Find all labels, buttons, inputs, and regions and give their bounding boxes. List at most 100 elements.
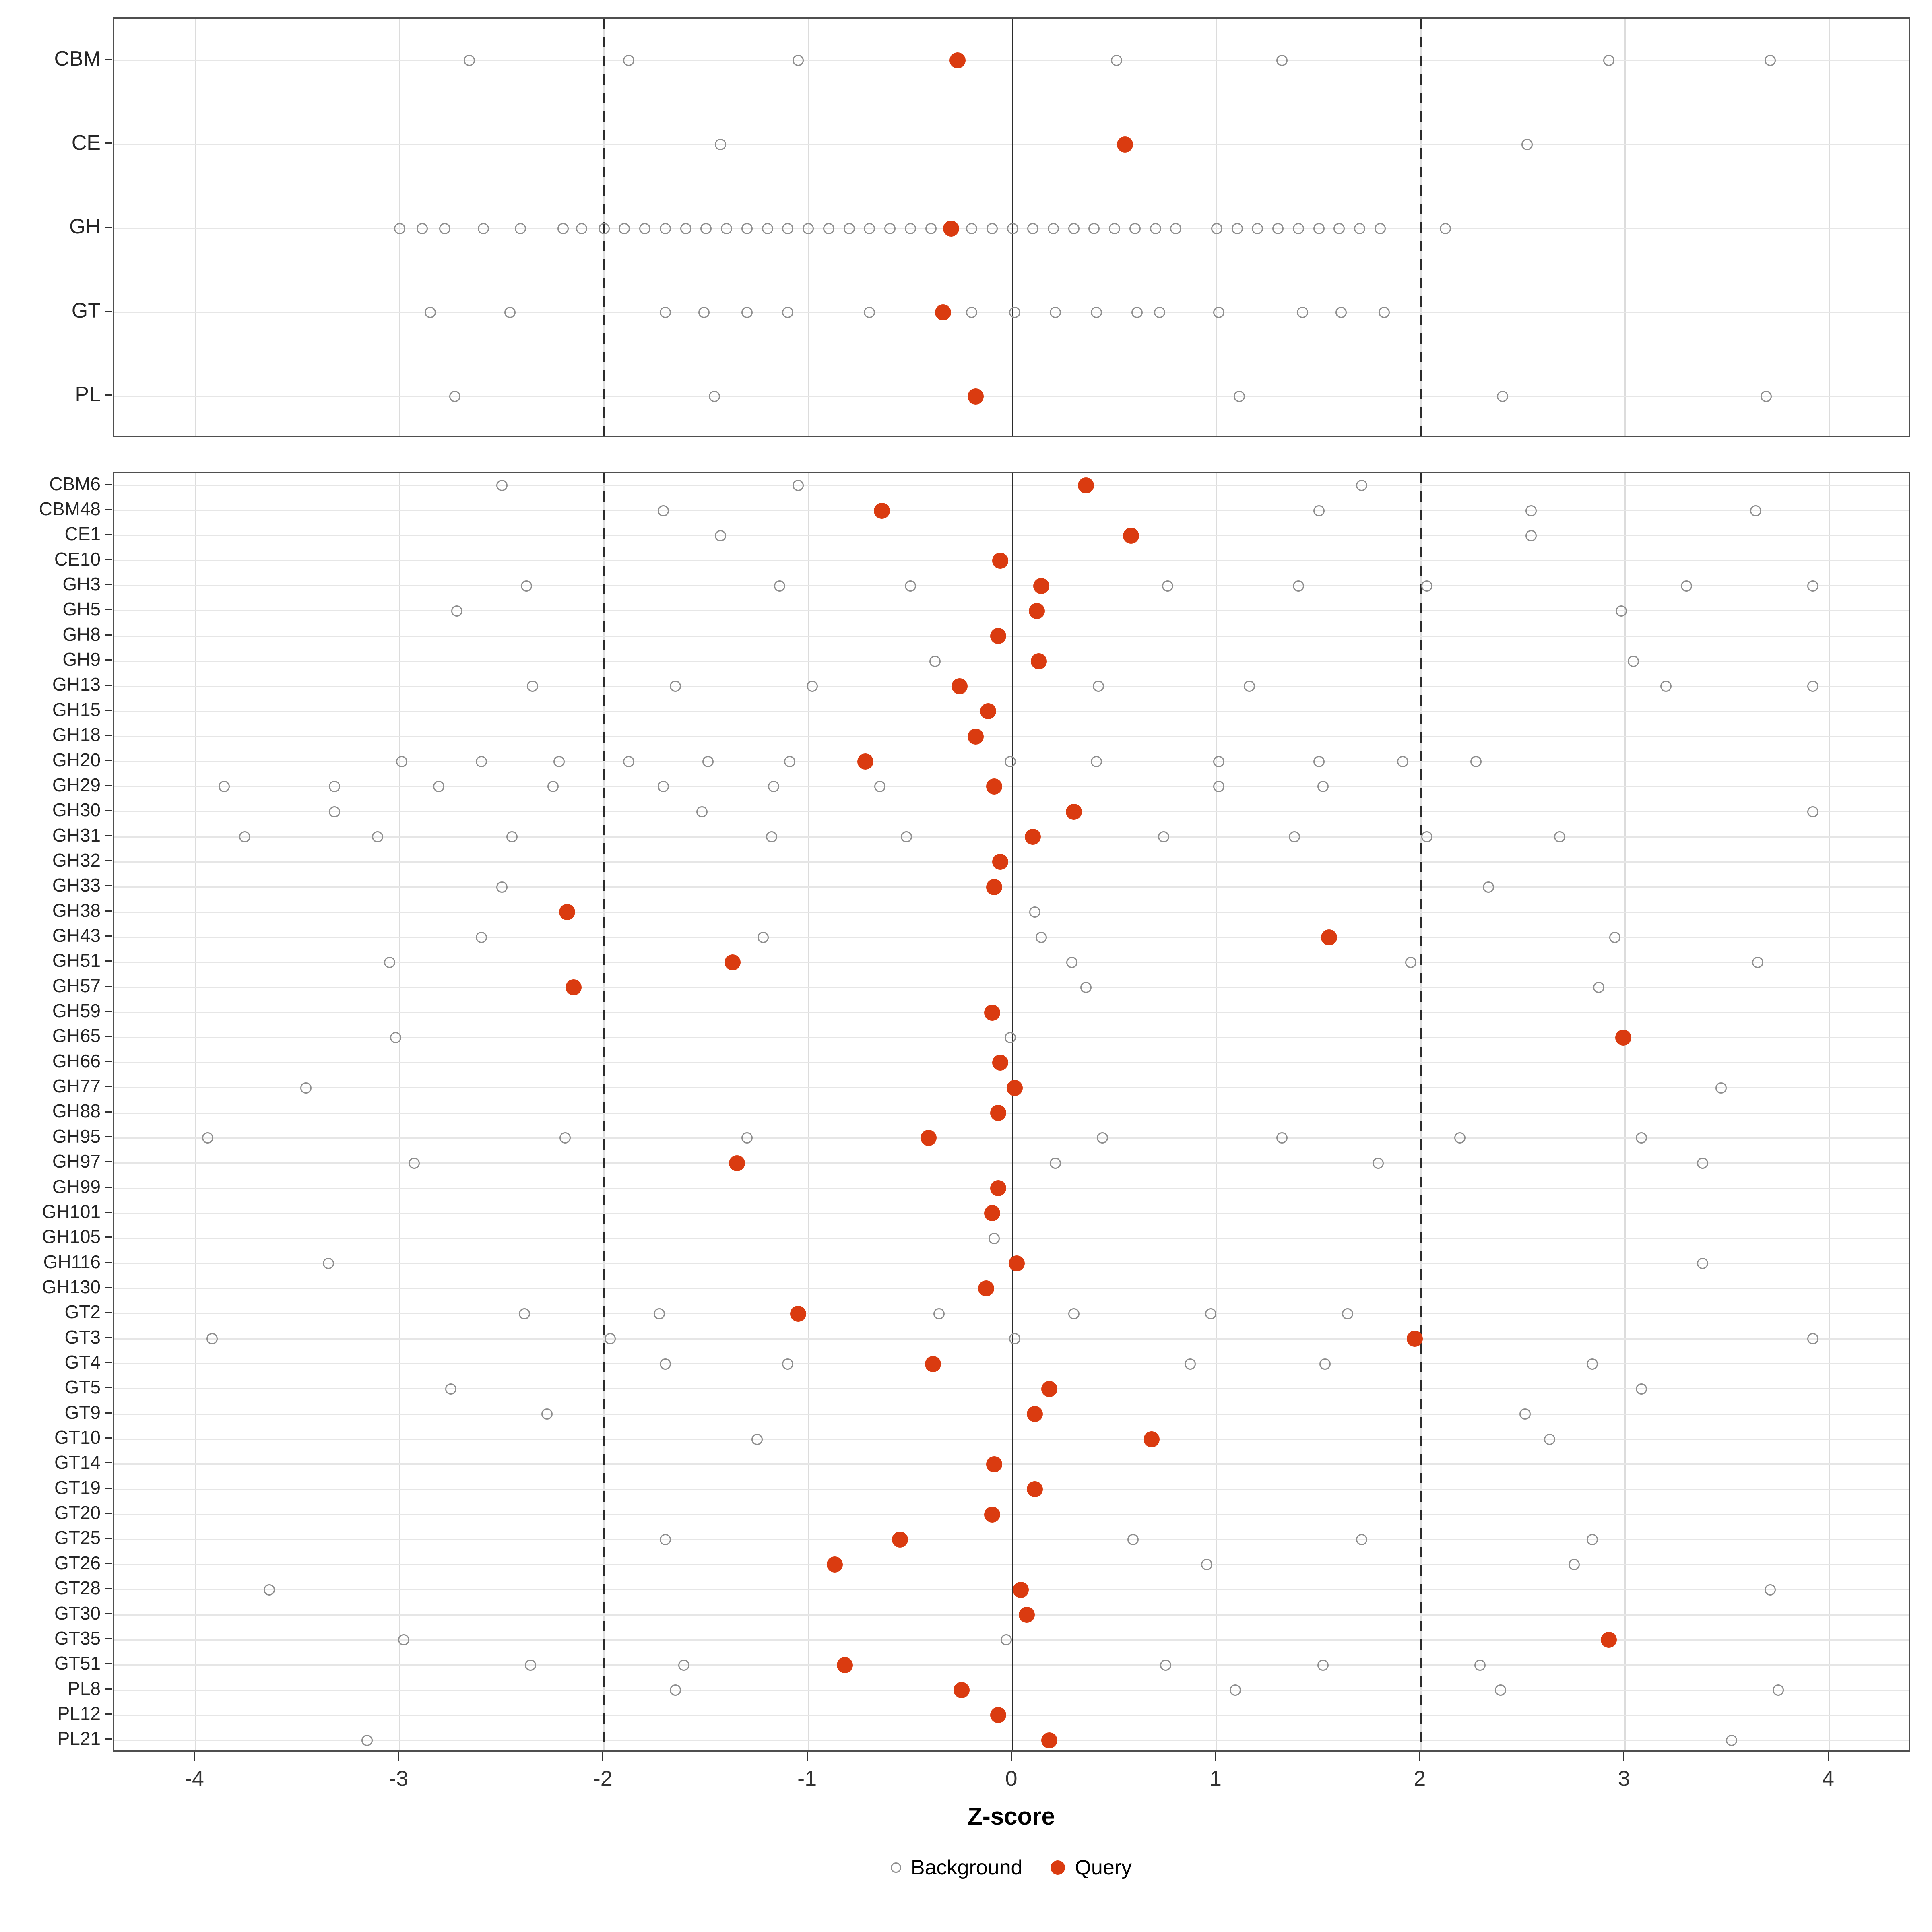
background-point <box>700 223 712 234</box>
background-point <box>1715 1082 1727 1094</box>
grid-line-horizontal <box>114 1062 1909 1063</box>
background-point <box>904 223 916 234</box>
category-label: GT14 <box>54 1452 101 1473</box>
background-point <box>1090 756 1102 768</box>
grid-line-horizontal <box>114 1664 1909 1666</box>
y-axis-tick <box>105 1588 112 1589</box>
background-point <box>1005 756 1016 768</box>
category-label: GH130 <box>42 1276 101 1297</box>
grid-line-horizontal <box>114 144 1909 145</box>
query-point <box>1025 829 1041 845</box>
category-label: GH95 <box>52 1125 101 1147</box>
background-point <box>328 781 340 793</box>
grid-line-horizontal <box>114 1137 1909 1139</box>
background-point <box>1205 1308 1216 1319</box>
background-point <box>774 580 786 592</box>
category-label: GT <box>71 299 101 322</box>
background-point <box>1525 530 1537 541</box>
y-axis-tick <box>105 1538 112 1539</box>
grid-line-horizontal <box>114 962 1909 963</box>
background-point <box>1313 756 1325 768</box>
background-point <box>762 223 773 234</box>
background-point <box>1007 223 1018 234</box>
x-tick-label: 3 <box>1618 1767 1630 1791</box>
category-label: GH30 <box>52 799 101 821</box>
background-point <box>929 655 941 667</box>
category-label: GH59 <box>52 1000 101 1022</box>
category-label: GH88 <box>52 1100 101 1122</box>
background-point <box>1229 1684 1241 1696</box>
background-point <box>1372 1157 1384 1169</box>
y-axis-tick <box>105 310 112 312</box>
category-label: GH29 <box>52 774 101 795</box>
background-point <box>657 781 669 793</box>
background-point <box>525 1659 537 1671</box>
background-point <box>792 55 804 66</box>
query-point <box>1407 1331 1423 1347</box>
background-point <box>553 756 565 768</box>
background-point <box>708 390 720 402</box>
background-point <box>518 1308 530 1319</box>
background-point <box>445 1383 457 1395</box>
category-label: GH105 <box>42 1226 101 1247</box>
y-axis-tick <box>105 1738 112 1740</box>
query-point <box>1078 477 1094 494</box>
background-point <box>843 223 855 234</box>
background-point <box>751 1433 763 1445</box>
background-point <box>1482 881 1494 893</box>
category-label: GT20 <box>54 1502 101 1523</box>
background-point <box>758 931 769 943</box>
background-point <box>696 806 708 817</box>
y-axis-tick <box>105 1136 112 1137</box>
x-tick-label: 1 <box>1209 1767 1222 1791</box>
category-label: GH13 <box>52 674 101 695</box>
y-axis-tick <box>105 1236 112 1238</box>
background-point <box>1088 223 1100 234</box>
query-point <box>953 1682 970 1699</box>
y-axis-tick <box>105 534 112 535</box>
background-point <box>1313 223 1325 234</box>
y-axis-tick <box>105 1437 112 1439</box>
background-point <box>768 781 779 793</box>
background-point <box>520 580 532 592</box>
background-point <box>766 831 777 843</box>
grid-line-horizontal <box>114 736 1909 737</box>
y-axis-tick <box>105 1462 112 1464</box>
query-point <box>1041 1732 1057 1748</box>
background-point <box>1495 1684 1507 1696</box>
background-point <box>1244 681 1255 692</box>
grid-line-horizontal <box>114 1363 1909 1365</box>
background-point <box>884 223 896 234</box>
grid-line-horizontal <box>114 1162 1909 1164</box>
category-label: GH101 <box>42 1201 101 1222</box>
background-point <box>1807 580 1819 592</box>
y-axis-tick <box>105 1161 112 1163</box>
category-label: GT28 <box>54 1577 101 1599</box>
background-point <box>504 307 516 318</box>
category-label: GH77 <box>52 1075 101 1097</box>
background-point <box>1131 307 1143 318</box>
background-point <box>1544 1433 1555 1445</box>
y-axis-tick <box>105 1011 112 1012</box>
query-point <box>1033 578 1049 594</box>
category-label: GH97 <box>52 1151 101 1172</box>
legend: Background Query <box>113 1856 1910 1880</box>
x-axis-title: Z-score <box>968 1803 1055 1830</box>
background-point <box>1127 1534 1139 1545</box>
background-point <box>202 1132 214 1144</box>
background-point <box>1047 223 1059 234</box>
background-point <box>1276 1132 1288 1144</box>
category-label: GH5 <box>62 599 101 620</box>
y-axis-tick <box>105 394 112 396</box>
background-point <box>1764 55 1776 66</box>
background-point <box>1292 223 1304 234</box>
category-label: PL8 <box>68 1678 101 1699</box>
background-point <box>1354 223 1366 234</box>
category-label: GH43 <box>52 925 101 946</box>
category-label: GT4 <box>64 1352 101 1373</box>
grid-line-horizontal <box>114 1689 1909 1691</box>
query-point <box>1143 1431 1160 1447</box>
query-point <box>949 52 966 69</box>
category-label: GT26 <box>54 1552 101 1573</box>
